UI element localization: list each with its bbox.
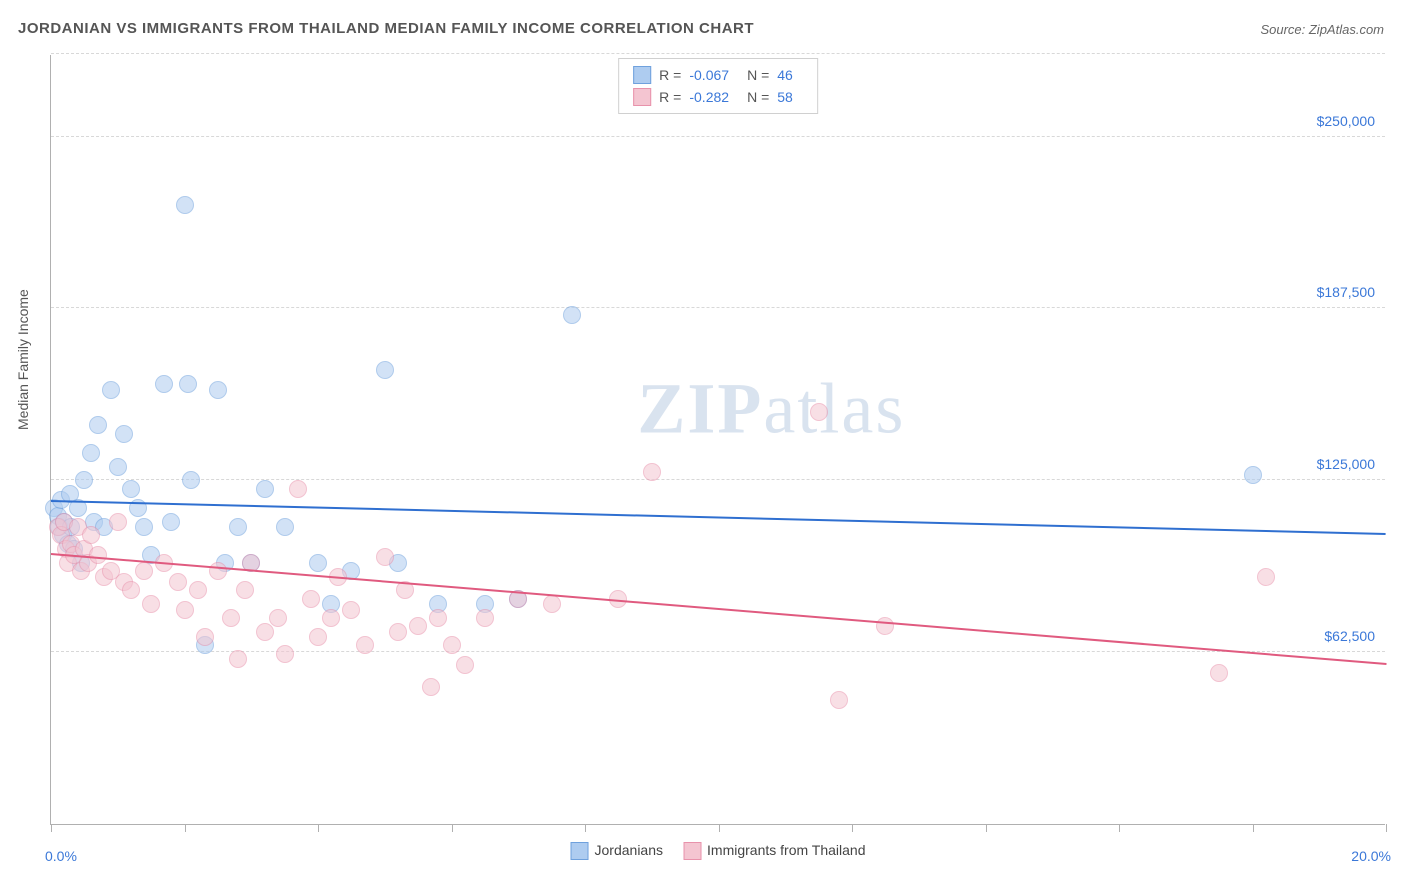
data-point xyxy=(389,623,407,641)
data-point xyxy=(229,518,247,536)
x-tick xyxy=(452,824,453,832)
data-point xyxy=(229,650,247,668)
data-point xyxy=(543,595,561,613)
data-point xyxy=(169,573,187,591)
x-tick xyxy=(1119,824,1120,832)
x-tick xyxy=(852,824,853,832)
y-tick-label: $62,500 xyxy=(1324,628,1375,644)
x-tick xyxy=(318,824,319,832)
data-point xyxy=(476,609,494,627)
data-point xyxy=(289,480,307,498)
watermark: ZIPatlas xyxy=(637,367,905,450)
x-tick xyxy=(986,824,987,832)
y-axis-label: Median Family Income xyxy=(15,289,31,430)
data-point xyxy=(196,628,214,646)
x-axis-min-label: 0.0% xyxy=(45,848,77,864)
data-point xyxy=(422,678,440,696)
data-point xyxy=(236,581,254,599)
data-point xyxy=(409,617,427,635)
scatter-plot: ZIPatlas R = -0.067N = 46R = -0.282N = 5… xyxy=(50,55,1385,825)
legend-item: Immigrants from Thailand xyxy=(683,842,865,860)
data-point xyxy=(109,458,127,476)
data-point xyxy=(82,526,100,544)
chart-title: JORDANIAN VS IMMIGRANTS FROM THAILAND ME… xyxy=(18,20,754,37)
y-tick-label: $125,000 xyxy=(1317,456,1375,472)
data-point xyxy=(1244,466,1262,484)
legend-row: R = -0.067N = 46 xyxy=(633,64,803,86)
data-point xyxy=(563,306,581,324)
legend-item: Jordanians xyxy=(571,842,664,860)
x-tick xyxy=(185,824,186,832)
data-point xyxy=(830,691,848,709)
data-point xyxy=(89,416,107,434)
data-point xyxy=(256,480,274,498)
data-point xyxy=(142,595,160,613)
data-point xyxy=(356,636,374,654)
x-tick xyxy=(1253,824,1254,832)
data-point xyxy=(810,403,828,421)
data-point xyxy=(122,480,140,498)
gridline xyxy=(51,136,1385,137)
data-point xyxy=(89,546,107,564)
data-point xyxy=(256,623,274,641)
trend-line xyxy=(51,553,1386,665)
x-axis-max-label: 20.0% xyxy=(1351,848,1391,864)
data-point xyxy=(155,375,173,393)
series-legend: Jordanians Immigrants from Thailand xyxy=(571,842,866,860)
data-point xyxy=(376,548,394,566)
data-point xyxy=(443,636,461,654)
data-point xyxy=(376,361,394,379)
data-point xyxy=(1257,568,1275,586)
data-point xyxy=(162,513,180,531)
gridline xyxy=(51,53,1385,54)
data-point xyxy=(429,609,447,627)
data-point xyxy=(1210,664,1228,682)
data-point xyxy=(102,381,120,399)
trend-line xyxy=(51,500,1386,535)
data-point xyxy=(135,518,153,536)
data-point xyxy=(176,601,194,619)
data-point xyxy=(456,656,474,674)
data-point xyxy=(643,463,661,481)
data-point xyxy=(109,513,127,531)
x-tick xyxy=(719,824,720,832)
data-point xyxy=(876,617,894,635)
x-tick xyxy=(51,824,52,832)
data-point xyxy=(75,471,93,489)
data-point xyxy=(209,562,227,580)
data-point xyxy=(309,554,327,572)
data-point xyxy=(189,581,207,599)
gridline xyxy=(51,307,1385,308)
data-point xyxy=(322,609,340,627)
gridline xyxy=(51,651,1385,652)
data-point xyxy=(209,381,227,399)
data-point xyxy=(135,562,153,580)
data-point xyxy=(182,471,200,489)
source-attribution: Source: ZipAtlas.com xyxy=(1260,22,1384,37)
y-tick-label: $187,500 xyxy=(1317,284,1375,300)
correlation-legend: R = -0.067N = 46R = -0.282N = 58 xyxy=(618,58,818,114)
data-point xyxy=(176,196,194,214)
data-point xyxy=(269,609,287,627)
legend-row: R = -0.282N = 58 xyxy=(633,86,803,108)
data-point xyxy=(115,425,133,443)
data-point xyxy=(122,581,140,599)
x-tick xyxy=(585,824,586,832)
gridline xyxy=(51,479,1385,480)
data-point xyxy=(309,628,327,646)
data-point xyxy=(222,609,240,627)
data-point xyxy=(179,375,197,393)
data-point xyxy=(302,590,320,608)
data-point xyxy=(276,518,294,536)
y-tick-label: $250,000 xyxy=(1317,113,1375,129)
data-point xyxy=(276,645,294,663)
x-tick xyxy=(1386,824,1387,832)
data-point xyxy=(82,444,100,462)
data-point xyxy=(342,601,360,619)
